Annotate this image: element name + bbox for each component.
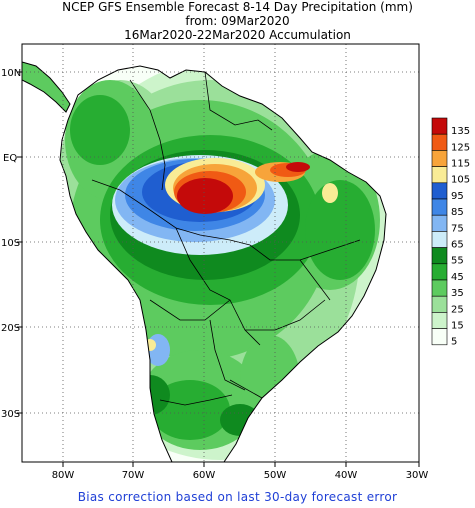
legend-label: 135	[451, 126, 470, 137]
country-borders	[91, 71, 361, 406]
legend-swatch	[431, 198, 448, 216]
legend-swatch	[431, 214, 448, 232]
forecast-from: from: 09Mar2020	[185, 14, 290, 28]
bias-correction-note: Bias correction based on last 30-day for…	[77, 490, 398, 504]
lon-label-30w: 30W	[406, 470, 429, 481]
central-america	[22, 61, 71, 113]
legend-swatch	[431, 117, 448, 135]
lat-label-30s: 30S	[1, 409, 20, 420]
graticule	[22, 44, 419, 462]
legend-label: 45	[451, 272, 464, 283]
lon-label-70w: 70W	[122, 470, 145, 481]
legend-swatch	[431, 182, 448, 200]
axis-ticks	[17, 71, 420, 467]
map-title: NCEP GFS Ensemble Forecast 8-14 Day Prec…	[62, 0, 413, 14]
legend-swatch	[431, 150, 448, 167]
lon-label-40w: 40W	[335, 470, 358, 481]
legend-swatch	[431, 328, 448, 346]
precip-legend: 135 125 115 105 95 85 75 65 55 45 35 25 15 5	[431, 117, 470, 348]
legend-swatch	[431, 166, 448, 184]
legend-swatch	[431, 279, 448, 297]
legend-swatch	[431, 263, 448, 281]
lon-label-60w: 60W	[193, 470, 216, 481]
legend-label: 25	[451, 304, 464, 315]
legend-label: 15	[451, 321, 464, 332]
legend-label: 5	[451, 337, 457, 348]
legend-label: 65	[451, 240, 464, 251]
legend-swatch	[431, 312, 448, 329]
lat-label-20s: 20S	[1, 323, 20, 334]
legend-label: 75	[451, 223, 464, 234]
legend-swatch	[431, 231, 448, 248]
lon-label-50w: 50W	[264, 470, 287, 481]
legend-swatch	[431, 295, 448, 313]
lat-label-10n: 10N	[1, 68, 21, 79]
legend-label: 95	[451, 191, 464, 202]
legend-label: 55	[451, 256, 464, 267]
map-frame	[21, 43, 420, 463]
lat-label-eq: EQ	[3, 153, 17, 164]
legend-label: 115	[451, 159, 470, 170]
accumulation-period: 16Mar2020-22Mar2020 Accumulation	[124, 28, 351, 42]
lat-label-10s: 10S	[1, 238, 20, 249]
lon-label-80w: 80W	[52, 470, 75, 481]
legend-swatch	[431, 247, 448, 265]
legend-label: 125	[451, 142, 470, 153]
coastline	[59, 65, 387, 462]
legend-label: 105	[451, 175, 470, 186]
legend-label: 85	[451, 207, 464, 218]
legend-label: 35	[451, 288, 464, 299]
legend-swatch	[431, 133, 448, 151]
